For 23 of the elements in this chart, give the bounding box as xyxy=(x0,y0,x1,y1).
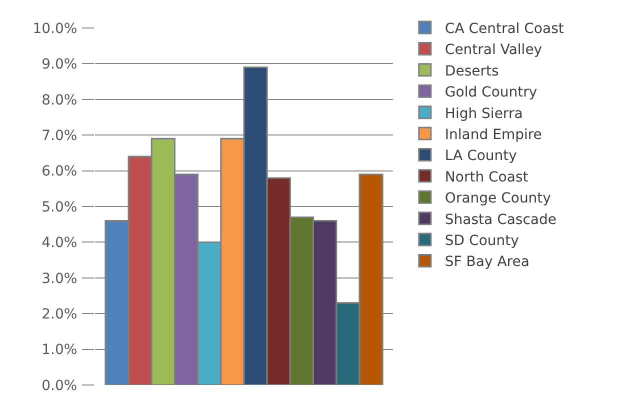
y-tick-label: 6.0% xyxy=(42,164,78,180)
y-tick-label: 8.0% xyxy=(42,92,78,108)
y-tick-label: 0.0% xyxy=(42,378,78,394)
legend-label: Gold Country xyxy=(444,84,538,101)
y-tick-label: 7.0% xyxy=(42,128,78,144)
y-tick-label: 9.0% xyxy=(42,56,78,73)
legend-label: Shasta Cascade xyxy=(444,212,556,228)
y-tick-label: 4.0% xyxy=(42,235,78,252)
y-tick-label: 10.0% xyxy=(32,20,78,37)
y-tick-label: 3.0% xyxy=(42,270,78,287)
legend-label: LA County xyxy=(444,148,517,164)
y-tick-label: 1.0% xyxy=(42,342,78,358)
legend-label: Deserts xyxy=(444,63,499,80)
legend-label: CA Central Coast xyxy=(444,20,564,37)
legend-label: High Sierra xyxy=(444,106,523,122)
y-tick-label: 5.0% xyxy=(42,199,78,216)
legend-label: North Coast xyxy=(444,169,529,186)
y-tick-label: 2.0% xyxy=(42,306,78,322)
legend-label: Inland Empire xyxy=(444,126,542,143)
legend-label: Central Valley xyxy=(444,42,542,58)
legend-label: Orange County xyxy=(444,190,551,207)
legend-label: SF Bay Area xyxy=(444,254,530,270)
legend-label: SD County xyxy=(444,232,519,249)
